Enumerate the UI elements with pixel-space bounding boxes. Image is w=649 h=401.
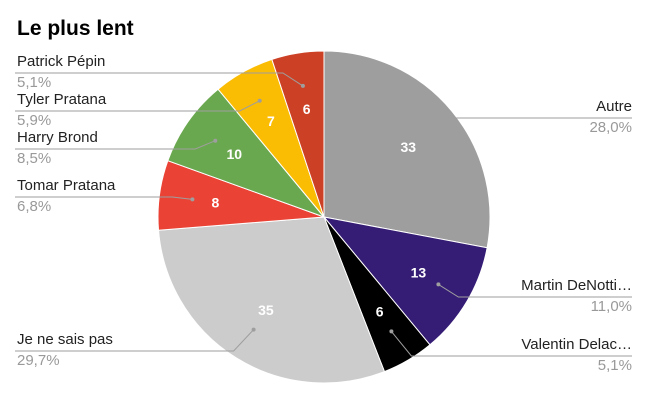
slice-percent-je-ne-sais-pas: 29,7% (17, 352, 60, 369)
slice-label-harry-brond: Harry Brond (17, 129, 98, 146)
slice-percent-tomar-pratana: 6,8% (17, 198, 51, 215)
slice-value-valentin-delac: 6 (376, 303, 384, 319)
slice-label-patrick-pepin: Patrick Pépin (17, 53, 105, 70)
leader-dot-tomar-pratana (190, 197, 195, 202)
slice-label-tomar-pratana: Tomar Pratana (17, 177, 116, 194)
slice-name-labels: Autre 28,0% Martin DeNotti… 11,0% Valentin D… (17, 53, 632, 374)
leader-dot-patrick-pepin (300, 83, 305, 88)
slice-label-je-ne-sais-pas: Je ne sais pas (17, 331, 113, 348)
leader-dot-harry-brond (213, 138, 218, 143)
slice-percent-harry-brond: 8,5% (17, 150, 51, 167)
slice-value-harry-brond: 10 (227, 146, 243, 162)
leader-dot-tyler-pratana (257, 98, 262, 103)
leader-lines (15, 72, 632, 357)
leader-line-je-ne-sais-pas (15, 329, 254, 352)
slice-value-autre: 33 (401, 139, 417, 155)
slice-label-autre: Autre (596, 98, 632, 115)
slice-percent-autre: 28,0% (589, 119, 632, 136)
slice-percent-tyler-pratana: 5,9% (17, 112, 51, 129)
pie-slice-je-ne-sais-pas (157, 216, 386, 384)
pie-slice-martin-denotti (322, 216, 488, 346)
chart-title: Le plus lent (17, 17, 134, 40)
leader-line-tyler-pratana (15, 100, 260, 112)
slice-value-je-ne-sais-pas: 35 (258, 302, 274, 318)
leader-line-tomar-pratana (15, 196, 193, 200)
pie-slices (157, 50, 491, 384)
slice-label-martin-denotti: Martin DeNotti… (521, 277, 632, 294)
slice-label-tyler-pratana: Tyler Pratana (17, 91, 107, 108)
leader-line-autre (425, 117, 632, 133)
pie-slice-patrick-pepin (271, 50, 325, 218)
leader-dot-martin-denotti (436, 282, 441, 287)
leader-line-patrick-pepin (15, 72, 304, 87)
slice-label-valentin-delac: Valentin Delac… (521, 336, 632, 353)
leader-line-harry-brond (15, 140, 216, 150)
slice-value-labels: 33 13 6 35 8 10 7 6 (212, 101, 427, 320)
slice-value-tyler-pratana: 7 (267, 113, 275, 129)
slice-value-martin-denotti: 13 (411, 265, 427, 281)
slice-value-tomar-pratana: 8 (212, 195, 220, 211)
leader-line-martin-denotti (438, 283, 632, 298)
leader-dot-je-ne-sais-pas (251, 327, 256, 332)
slice-percent-patrick-pepin: 5,1% (17, 74, 51, 91)
leader-line-valentin-delac (391, 331, 632, 357)
slice-value-patrick-pepin: 6 (303, 101, 311, 117)
slice-percent-martin-denotti: 11,0% (591, 298, 632, 315)
leader-dot-autre (424, 130, 429, 135)
leader-dot-valentin-delac (389, 329, 394, 334)
slice-percent-valentin-delac: 5,1% (598, 357, 632, 374)
pie-slice-harry-brond (167, 88, 326, 219)
pie-slice-autre (323, 50, 491, 249)
